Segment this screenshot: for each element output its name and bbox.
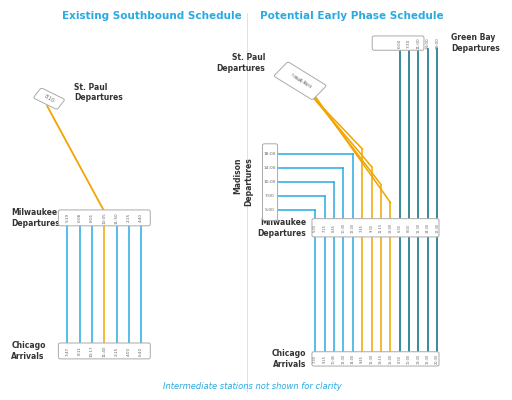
FancyBboxPatch shape xyxy=(58,343,151,359)
Text: Chicago
Arrivals: Chicago Arrivals xyxy=(272,349,306,368)
Text: 6:08: 6:08 xyxy=(78,213,82,222)
Text: 10:45: 10:45 xyxy=(332,354,336,364)
Text: 11:30: 11:30 xyxy=(370,354,374,364)
FancyBboxPatch shape xyxy=(274,62,326,100)
Text: 11:30: 11:30 xyxy=(297,77,308,87)
Text: 8:30: 8:30 xyxy=(398,355,402,363)
Text: Intermediate stations not shown for clarity: Intermediate stations not shown for clar… xyxy=(163,382,342,392)
Text: 12:30: 12:30 xyxy=(342,354,346,364)
FancyBboxPatch shape xyxy=(34,88,65,109)
Text: Madison
Departures: Madison Departures xyxy=(233,158,253,206)
Text: 2:15: 2:15 xyxy=(115,346,119,356)
Text: Milwaukee
Departures: Milwaukee Departures xyxy=(258,218,306,238)
Text: 13:30: 13:30 xyxy=(416,354,420,364)
Text: 6:00: 6:00 xyxy=(398,38,402,48)
Text: 5:00: 5:00 xyxy=(265,208,275,212)
Text: Green Bay
Departures: Green Bay Departures xyxy=(451,33,500,53)
Text: 8:00: 8:00 xyxy=(407,224,411,232)
Text: 18:30: 18:30 xyxy=(435,223,439,233)
Text: 11:15: 11:15 xyxy=(379,223,383,233)
Text: 7:15: 7:15 xyxy=(323,224,327,232)
Text: 7:30: 7:30 xyxy=(407,38,411,48)
Text: 6:40: 6:40 xyxy=(139,346,143,356)
Text: 11:40: 11:40 xyxy=(102,345,106,357)
Text: 14:00: 14:00 xyxy=(426,37,430,49)
Text: Chicago
Arrivals: Chicago Arrivals xyxy=(11,341,46,361)
Text: 6:30: 6:30 xyxy=(398,224,402,232)
Text: 18:00: 18:00 xyxy=(264,152,276,156)
FancyBboxPatch shape xyxy=(372,36,424,50)
Text: 9:30: 9:30 xyxy=(370,224,374,232)
Text: Existing Southbound Schedule: Existing Southbound Schedule xyxy=(61,11,241,21)
Text: 18:00: 18:00 xyxy=(435,37,439,49)
Text: 10:30: 10:30 xyxy=(342,223,346,233)
FancyBboxPatch shape xyxy=(58,210,151,226)
Text: 20:30: 20:30 xyxy=(435,354,439,364)
Text: 9:15: 9:15 xyxy=(323,355,327,363)
Text: 7:00: 7:00 xyxy=(265,194,275,198)
Text: 7:30: 7:30 xyxy=(289,72,298,81)
Text: 11:30: 11:30 xyxy=(416,223,420,233)
Text: 5:19: 5:19 xyxy=(66,213,70,222)
Text: 14:30: 14:30 xyxy=(426,223,430,233)
Text: 5:30: 5:30 xyxy=(313,224,317,232)
Text: 7:45: 7:45 xyxy=(360,224,364,232)
Text: 10:05: 10:05 xyxy=(102,212,106,224)
Text: 10:00: 10:00 xyxy=(264,180,276,184)
Text: 4:40: 4:40 xyxy=(139,213,143,222)
Text: St. Paul
Departures: St. Paul Departures xyxy=(74,83,123,102)
Text: Potential Early Phase Schedule: Potential Early Phase Schedule xyxy=(260,11,443,21)
Text: 13:15: 13:15 xyxy=(379,354,383,364)
Text: 7:47: 7:47 xyxy=(66,346,70,356)
FancyBboxPatch shape xyxy=(312,352,439,366)
Text: 8:11: 8:11 xyxy=(78,346,82,356)
FancyBboxPatch shape xyxy=(312,219,439,237)
Text: 2:15: 2:15 xyxy=(127,213,131,222)
Text: 15:00: 15:00 xyxy=(388,354,392,364)
Text: 9:45: 9:45 xyxy=(293,75,303,84)
Text: 14:00: 14:00 xyxy=(264,166,276,170)
Text: St. Paul
Departures: St. Paul Departures xyxy=(216,53,265,73)
Text: 8:01: 8:01 xyxy=(90,213,94,222)
Text: 12:00: 12:00 xyxy=(351,223,355,233)
Text: 7:30: 7:30 xyxy=(313,355,317,363)
Text: 8:45: 8:45 xyxy=(332,224,336,232)
Text: 13:00: 13:00 xyxy=(388,223,392,233)
FancyBboxPatch shape xyxy=(263,144,278,220)
Text: 4:00: 4:00 xyxy=(127,346,131,356)
Text: 10:00: 10:00 xyxy=(407,354,411,364)
Text: 8:10: 8:10 xyxy=(43,94,55,104)
Text: 16:30: 16:30 xyxy=(426,354,430,364)
Text: 11:00: 11:00 xyxy=(416,37,420,49)
Text: Milwaukee
Departures: Milwaukee Departures xyxy=(11,208,60,228)
Text: 14:00: 14:00 xyxy=(351,354,355,364)
Text: 10:17: 10:17 xyxy=(90,345,94,357)
Text: 12:30: 12:30 xyxy=(301,80,313,90)
Text: 11:50: 11:50 xyxy=(115,212,119,224)
Text: 9:45: 9:45 xyxy=(360,355,364,363)
